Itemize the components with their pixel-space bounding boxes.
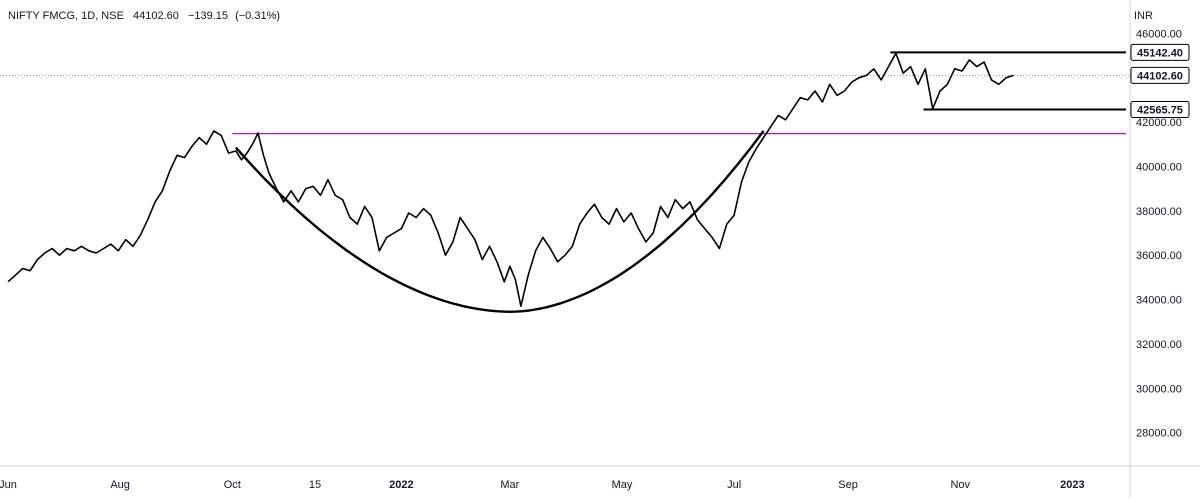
y-tick-label: 34000.00	[1136, 295, 1182, 307]
range-bottom-badge-box	[1130, 100, 1190, 118]
y-tick-label: 46000.00	[1136, 28, 1182, 40]
currency-label: INR	[1134, 10, 1153, 22]
y-tick-label: 40000.00	[1136, 161, 1182, 173]
x-tick-label: Mar	[500, 479, 519, 491]
x-tick-label: Jul	[727, 479, 741, 491]
x-tick-label: 2022	[389, 479, 413, 491]
last-price-badge-box	[1130, 66, 1190, 84]
legend-close: 44102.60	[133, 10, 179, 22]
range-top-badge: 45142.40	[1130, 43, 1190, 61]
x-tick-label: May	[612, 479, 633, 491]
legend-change-pct: (−0.31%)	[235, 10, 280, 22]
y-tick-label: 30000.00	[1136, 383, 1182, 395]
range-bottom-badge: 42565.75	[1130, 100, 1190, 118]
last-price-badge: 44102.60	[1130, 66, 1190, 84]
y-tick-label: 38000.00	[1136, 206, 1182, 218]
x-tick-label: Aug	[110, 479, 130, 491]
x-tick-label: Jun	[0, 479, 17, 491]
cup-curve[interactable]	[235, 130, 765, 314]
legend-symbol: NIFTY FMCG, 1D, NSE	[8, 10, 124, 22]
y-tick-label: 36000.00	[1136, 250, 1182, 262]
legend-text: NIFTY FMCG, 1D, NSE 44102.60 −139.15 (−0…	[8, 10, 280, 22]
y-tick-label: 32000.00	[1136, 339, 1182, 351]
range-top-badge-label: 45142.40	[1137, 47, 1183, 59]
x-tick-label: Sep	[838, 479, 858, 491]
x-tick-label: 15	[309, 479, 321, 491]
y-axis[interactable]: 46000.00 42000.00 40000.00 38000.00 36000.00…	[1136, 28, 1182, 439]
price-series-line[interactable]	[7, 52, 1014, 307]
x-tick-label: Nov	[950, 479, 970, 491]
y-tick-label: 42000.00	[1136, 117, 1182, 129]
y-tick-label: 28000.00	[1136, 428, 1182, 440]
legend-change: −139.15	[188, 10, 228, 22]
x-tick-label: 2023	[1060, 479, 1084, 491]
x-tick-label: Oct	[224, 479, 241, 491]
last-price-badge-label: 44102.60	[1137, 70, 1183, 82]
range-bottom-badge-label: 42565.75	[1137, 104, 1183, 116]
range-top-badge-box	[1130, 43, 1190, 61]
x-axis[interactable]: Jun Aug Oct 15 2022 Mar May Jul Sep Nov 2023	[0, 479, 1085, 491]
